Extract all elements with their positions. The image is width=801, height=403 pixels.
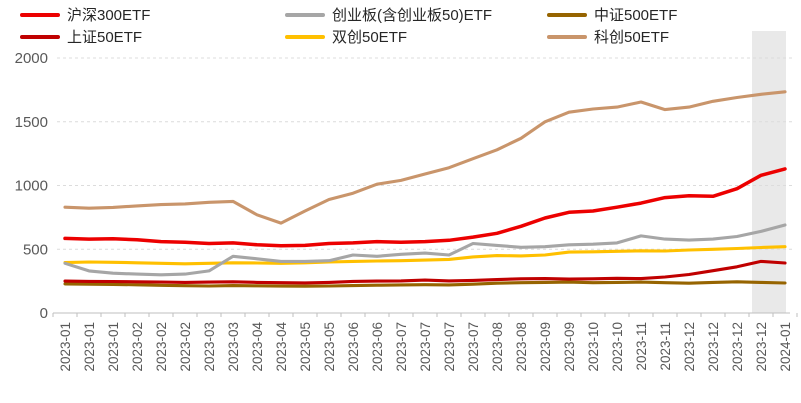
y-axis-label-500: 500 [23,241,48,258]
legend-item-4: 双创50ETF [285,30,547,45]
x-axis-label-18: 2023-08 [490,322,505,372]
series-line-0 [63,90,787,225]
legend-label: 科创50ETF [594,28,670,46]
x-axis-label-7: 2023-03 [226,322,241,372]
x-axis-label-28: 2023-12 [730,322,745,372]
legend-swatch-icon [285,35,325,39]
x-axis-label-30: 2024-01 [778,322,793,372]
x-axis-label-0: 2023-01 [58,322,73,372]
x-axis-label-20: 2023-09 [538,322,553,372]
y-axis-label-1000: 1000 [15,178,48,195]
legend-label: 沪深300ETF [67,6,151,24]
chart-legend: 沪深300ETF 创业板(含创业板50)ETF 中证500ETF 上证50ETF 双创5… [20,4,677,48]
legend-item-3: 上证50ETF [20,30,285,45]
y-axis-label-0: 0 [40,305,48,322]
x-axis-label-15: 2023-07 [418,322,433,372]
x-axis-label-23: 2023-10 [610,322,625,372]
x-axis-label-8: 2023-04 [250,322,265,372]
x-axis-label-2: 2023-01 [106,322,121,372]
x-axis-label-26: 2023-12 [682,322,697,372]
x-axis-label-9: 2023-04 [274,322,289,372]
x-axis-label-4: 2023-02 [154,322,169,372]
legend-item-2: 中证500ETF [547,8,677,23]
y-axis-label-1500: 1500 [15,114,48,131]
legend-swatch-icon [285,13,325,17]
x-axis-label-25: 2023-11 [658,322,673,371]
y-axis-label-2000: 2000 [15,50,48,67]
x-axis-label-14: 2023-07 [394,322,409,372]
x-axis-label-3: 2023-02 [130,322,145,372]
legend-swatch-icon [20,13,60,17]
legend-item-1: 创业板(含创业板50)ETF [285,8,547,23]
legend-label: 创业板(含创业板50)ETF [332,6,493,24]
series-line-2 [63,223,787,277]
series-line-3 [63,280,787,288]
series-line-4 [63,259,787,285]
series-line-1 [63,245,787,266]
legend-label: 上证50ETF [67,28,143,46]
legend-label: 中证500ETF [594,6,678,24]
legend-item-0: 沪深300ETF [20,8,285,23]
legend-swatch-icon [547,13,587,17]
x-axis-label-19: 2023-08 [514,322,529,372]
x-axis-label-1: 2023-01 [82,322,97,372]
legend-swatch-icon [547,35,587,39]
x-axis-label-16: 2023-07 [442,322,457,372]
x-axis-label-24: 2023-11 [634,322,649,371]
x-axis-label-22: 2023-10 [586,322,601,372]
x-axis-label-27: 2023-12 [706,322,721,372]
legend-item-5: 科创50ETF [547,30,677,45]
x-axis-label-17: 2023-07 [466,322,481,372]
legend-label: 双创50ETF [332,28,408,46]
x-axis-label-10: 2023-05 [298,322,313,372]
x-axis-label-29: 2023-12 [754,322,769,372]
x-axis-label-5: 2023-02 [178,322,193,372]
series-line-5 [63,167,787,248]
x-axis-label-11: 2023-05 [322,322,337,372]
x-axis-label-21: 2023-09 [562,322,577,372]
x-axis-label-12: 2023-06 [346,322,361,372]
x-axis-label-13: 2023-06 [370,322,385,372]
x-axis-label-6: 2023-03 [202,322,217,372]
legend-swatch-icon [20,35,60,39]
